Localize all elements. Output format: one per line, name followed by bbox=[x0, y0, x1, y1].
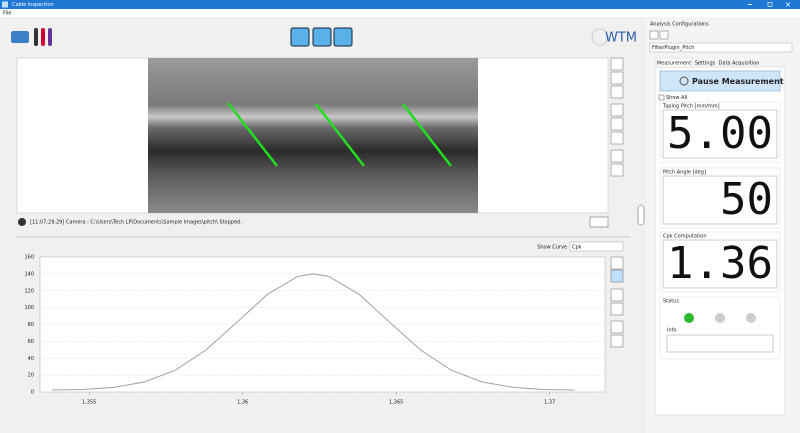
camera-tool-button bbox=[610, 149, 624, 163]
plot-tool-button bbox=[610, 334, 624, 348]
panel-button[interactable] bbox=[649, 30, 659, 40]
measurement-label: Taping Pitch [mm/mm] bbox=[662, 104, 720, 110]
single-view-button[interactable] bbox=[312, 27, 332, 47]
tab-label[interactable]: Measurement bbox=[657, 61, 691, 67]
measurement-display bbox=[662, 109, 778, 159]
y-tick-label: 40 bbox=[28, 356, 34, 362]
measurement-label: Pitch Angle [deg] bbox=[663, 170, 706, 176]
y-tick-label: 160 bbox=[24, 255, 34, 261]
y-tick-label: 20 bbox=[28, 373, 34, 379]
y-tick-label: 0 bbox=[31, 390, 34, 396]
status-led bbox=[746, 313, 756, 323]
show-all-checkbox[interactable] bbox=[658, 94, 665, 101]
show-all-label[interactable]: Show All bbox=[666, 95, 687, 101]
tube-icon[interactable] bbox=[48, 28, 52, 46]
y-tick-label: 140 bbox=[24, 271, 34, 277]
tube-icon[interactable] bbox=[34, 28, 38, 46]
window-title: Cable Inspection bbox=[12, 2, 54, 8]
logo-mark bbox=[591, 28, 609, 46]
measurement-label: Cpk Computation bbox=[663, 234, 707, 240]
plot-tool-button bbox=[610, 320, 624, 334]
measurement-value: 1.36 bbox=[667, 238, 773, 289]
list-view-button[interactable] bbox=[290, 27, 310, 47]
tab-label[interactable]: Settings bbox=[695, 61, 716, 67]
x-tick-label: 1,365 bbox=[389, 400, 403, 406]
info-box bbox=[666, 334, 774, 353]
y-tick-label: 120 bbox=[24, 288, 34, 294]
measurement-value: 50 bbox=[720, 174, 773, 225]
panel-button[interactable] bbox=[659, 30, 669, 40]
status-led bbox=[715, 313, 725, 323]
measurement-display bbox=[662, 239, 778, 289]
y-tick-label: 60 bbox=[28, 339, 34, 345]
chart-view-button[interactable] bbox=[333, 27, 353, 47]
plot-tool-button bbox=[610, 288, 624, 302]
app-icon bbox=[2, 1, 8, 8]
camera-image bbox=[148, 58, 478, 213]
id-card-icon[interactable] bbox=[11, 31, 29, 43]
menu-bar bbox=[0, 9, 800, 17]
x-tick-label: 1,37 bbox=[544, 400, 555, 406]
camera-tool-button bbox=[610, 71, 624, 85]
camera-status: [11:07:29.29] Camera : C:\Users\Tech LP\… bbox=[30, 220, 242, 226]
camera-tool-button bbox=[610, 117, 624, 131]
close-button[interactable] bbox=[785, 2, 791, 7]
plot-tool-button bbox=[610, 256, 624, 270]
panel-splitter[interactable] bbox=[637, 204, 645, 226]
pause-play-button[interactable] bbox=[589, 216, 609, 228]
pause-button-label[interactable]: Pause Measurement bbox=[692, 77, 784, 86]
menu-item[interactable]: File bbox=[3, 11, 11, 17]
logo: WTM bbox=[605, 31, 637, 46]
measurement-value: 5.00 bbox=[667, 108, 773, 159]
cpk-curve bbox=[52, 273, 575, 391]
camera-tool-button bbox=[610, 57, 624, 71]
show-curve-value: Cpk bbox=[572, 245, 582, 251]
x-tick-label: 1,355 bbox=[82, 400, 96, 406]
panel-title: Analysis Configurations bbox=[650, 22, 709, 28]
camera-tool-button bbox=[610, 85, 624, 99]
status-led-green bbox=[684, 313, 694, 323]
power-icon bbox=[679, 76, 689, 86]
status-label: Status bbox=[663, 299, 679, 305]
camera-tool-button bbox=[610, 131, 624, 145]
pause-button[interactable] bbox=[659, 70, 781, 92]
y-tick-label: 100 bbox=[24, 305, 34, 311]
pitch-overlay bbox=[227, 102, 452, 167]
camera-tool-button bbox=[610, 103, 624, 117]
show-curve-select[interactable] bbox=[569, 241, 624, 252]
plugin-select[interactable] bbox=[649, 42, 793, 53]
show-curve-label: Show Curve bbox=[537, 245, 567, 251]
info-icon bbox=[18, 218, 26, 226]
measurement-display bbox=[662, 175, 778, 225]
plot-tool-button bbox=[610, 302, 624, 316]
x-tick-label: 1,36 bbox=[237, 400, 248, 406]
plot-tool-button bbox=[610, 269, 624, 283]
camera-tool-button bbox=[610, 163, 624, 177]
tube-icon[interactable] bbox=[41, 28, 45, 46]
maximize-button[interactable] bbox=[767, 2, 773, 7]
tab-label[interactable]: Data Acquisition bbox=[719, 61, 760, 67]
y-tick-label: 80 bbox=[28, 322, 34, 328]
info-label: Info bbox=[667, 328, 676, 334]
title-bar bbox=[0, 0, 800, 9]
plugin-name: FilterPlugin_Pitch bbox=[652, 45, 694, 51]
tab[interactable] bbox=[655, 57, 693, 68]
